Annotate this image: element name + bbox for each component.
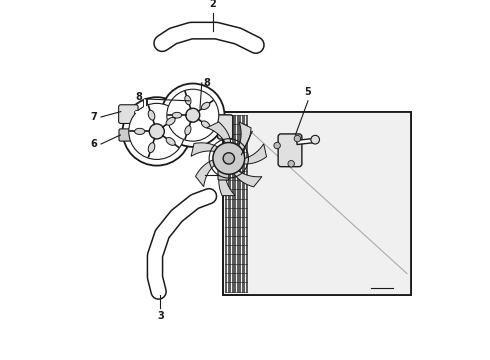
Circle shape <box>311 135 319 144</box>
Circle shape <box>274 142 280 149</box>
Polygon shape <box>230 165 262 187</box>
Text: 5: 5 <box>305 87 311 97</box>
Polygon shape <box>219 164 235 195</box>
Text: 4: 4 <box>197 170 204 180</box>
FancyBboxPatch shape <box>218 115 233 139</box>
Circle shape <box>186 108 200 122</box>
Ellipse shape <box>201 102 210 109</box>
Text: 8: 8 <box>136 92 143 102</box>
Circle shape <box>294 135 301 142</box>
Ellipse shape <box>135 128 145 135</box>
Ellipse shape <box>148 143 155 153</box>
Circle shape <box>167 89 219 141</box>
Text: 7: 7 <box>91 112 98 122</box>
Text: 3: 3 <box>157 311 164 321</box>
Ellipse shape <box>166 117 175 125</box>
Circle shape <box>122 97 191 166</box>
FancyBboxPatch shape <box>218 170 229 180</box>
Ellipse shape <box>185 95 191 105</box>
Text: 6: 6 <box>91 139 98 149</box>
Ellipse shape <box>172 112 182 118</box>
Text: 1: 1 <box>392 283 399 293</box>
Polygon shape <box>207 122 231 151</box>
Ellipse shape <box>148 110 155 120</box>
Ellipse shape <box>185 126 191 135</box>
Ellipse shape <box>201 121 210 128</box>
Polygon shape <box>196 158 221 186</box>
FancyBboxPatch shape <box>119 105 138 123</box>
Circle shape <box>129 103 185 159</box>
Polygon shape <box>234 122 251 156</box>
Circle shape <box>213 143 245 174</box>
FancyBboxPatch shape <box>119 129 132 141</box>
Circle shape <box>288 161 294 167</box>
FancyBboxPatch shape <box>278 134 302 167</box>
Polygon shape <box>248 112 411 295</box>
Polygon shape <box>223 112 411 295</box>
Ellipse shape <box>166 138 175 145</box>
Circle shape <box>149 124 164 139</box>
Text: 2: 2 <box>209 0 216 9</box>
Text: 9: 9 <box>254 126 261 136</box>
Polygon shape <box>235 144 267 164</box>
Circle shape <box>223 153 235 164</box>
Circle shape <box>161 84 224 147</box>
Text: 8: 8 <box>204 78 211 88</box>
Polygon shape <box>191 143 224 156</box>
